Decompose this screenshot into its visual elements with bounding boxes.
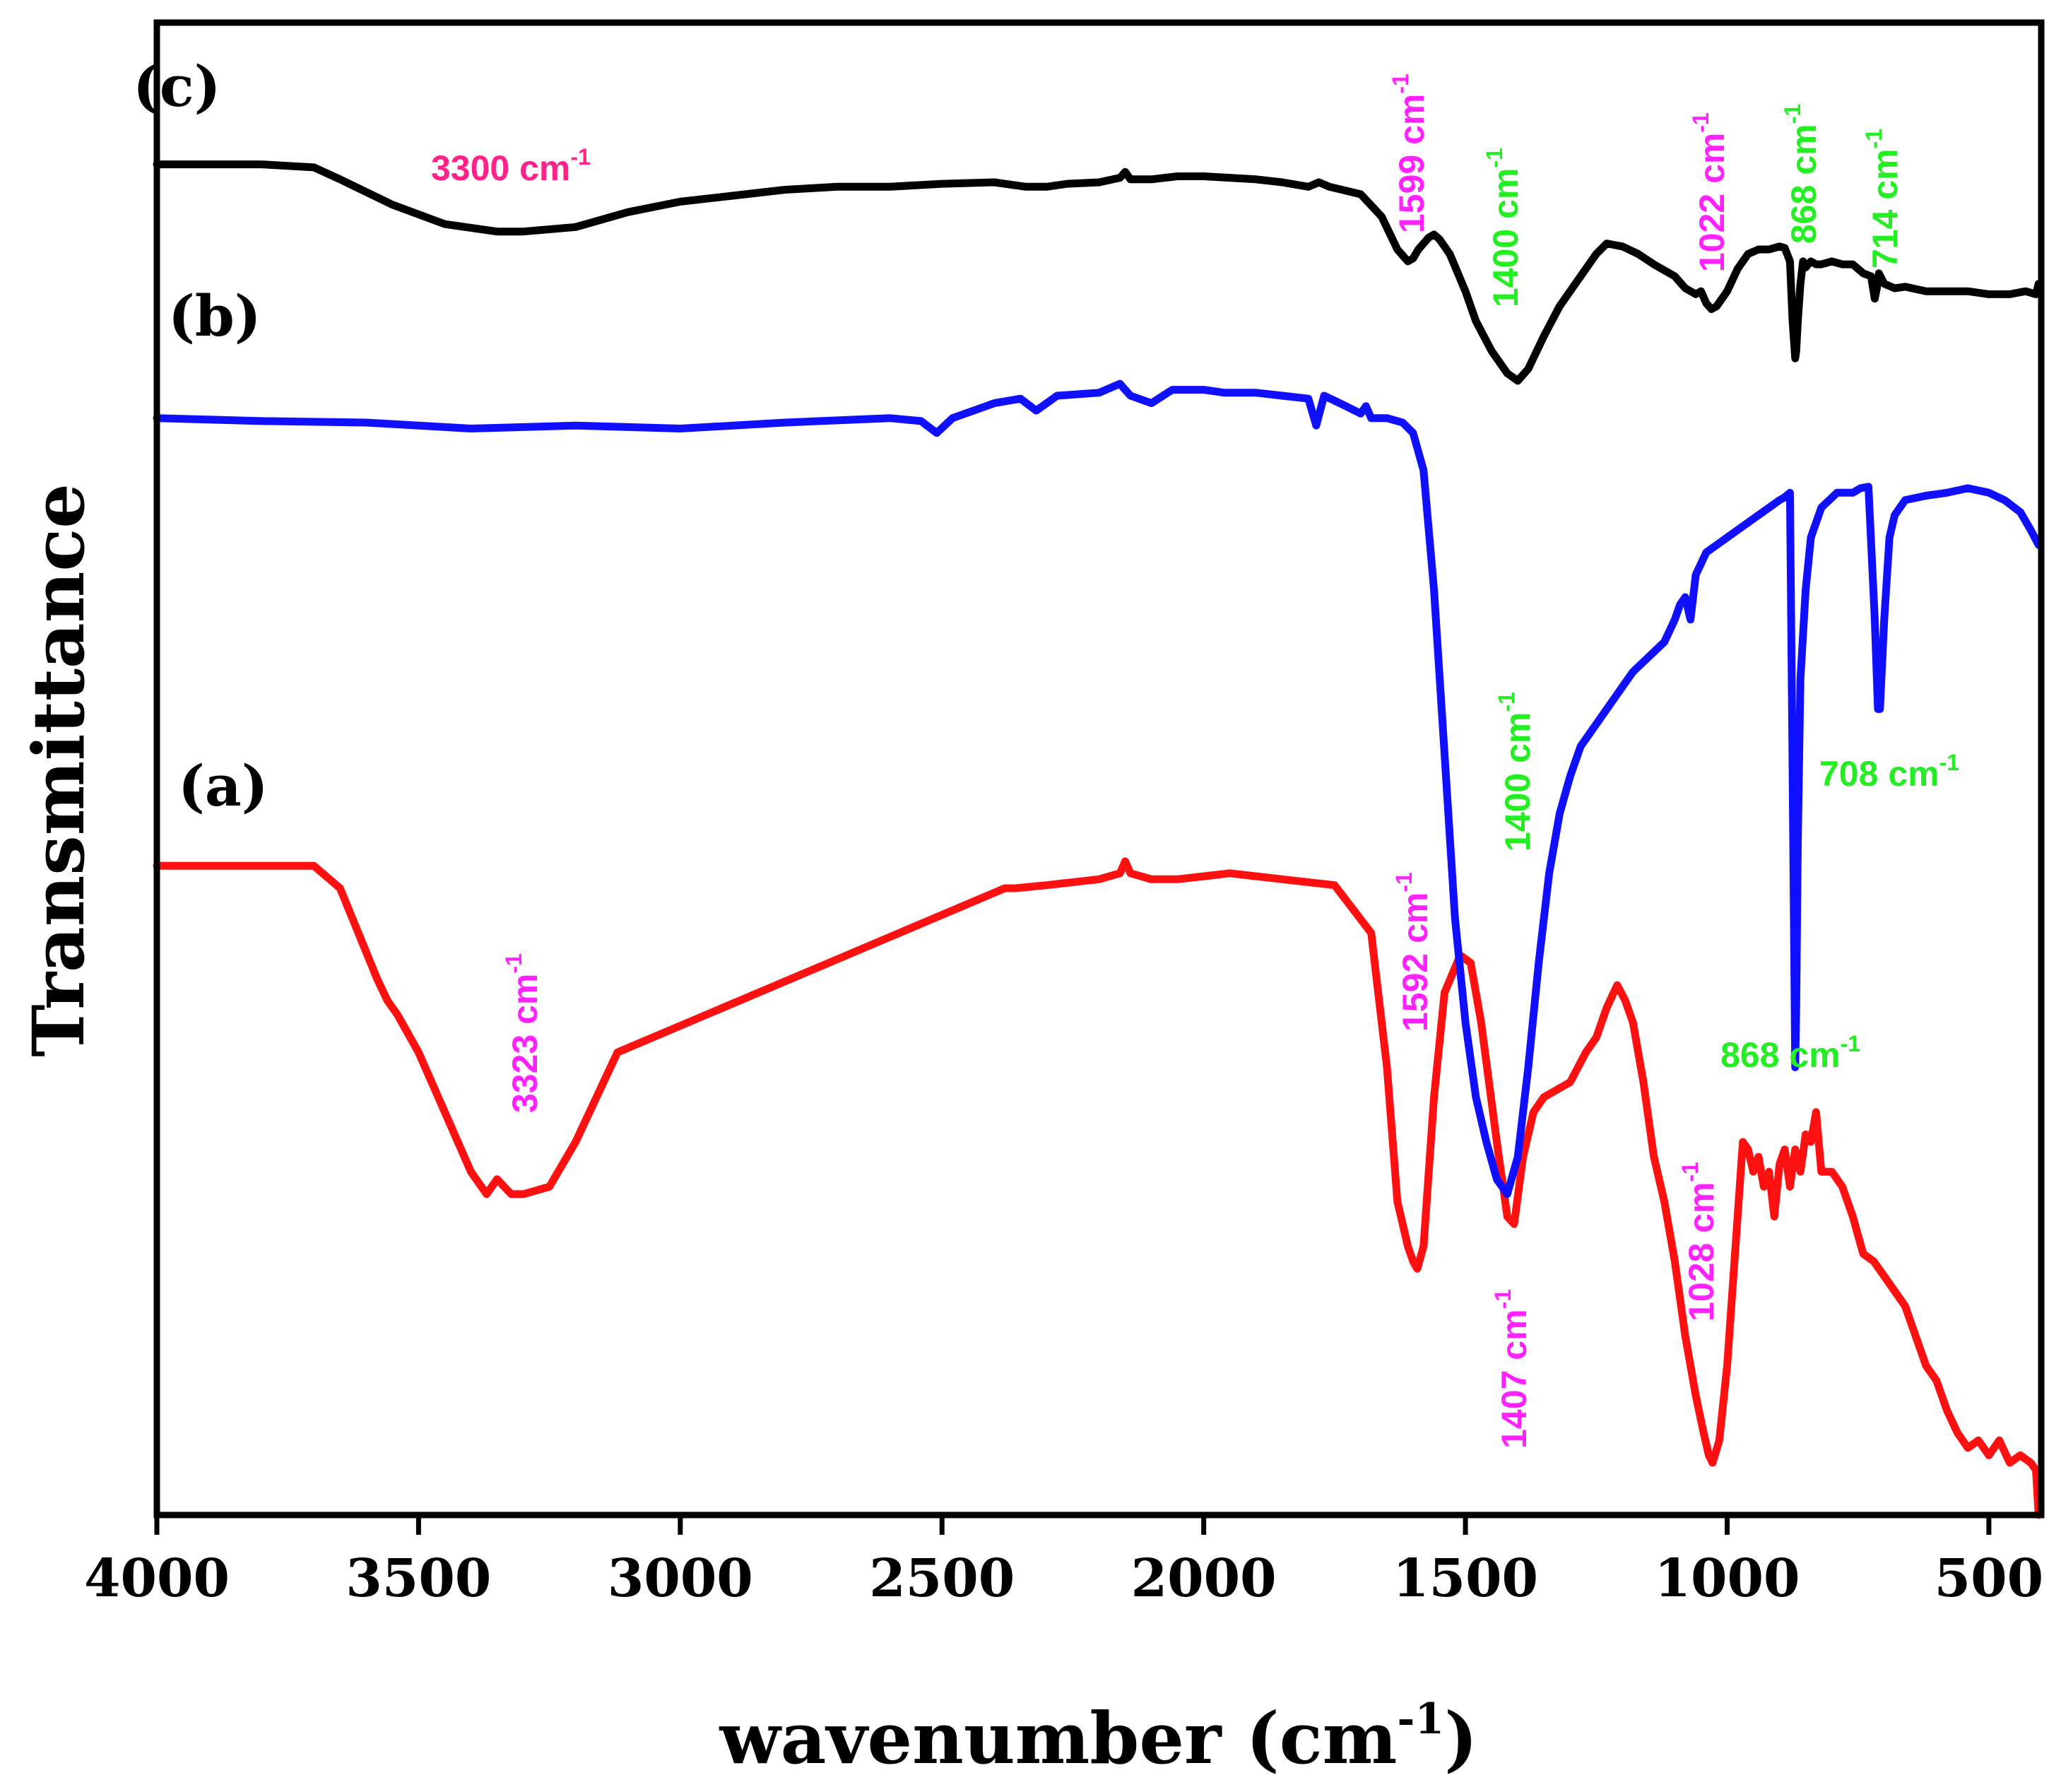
x-tick-label-1500: 1500 [1393, 1548, 1538, 1609]
series-line-c [153, 160, 2043, 385]
series-line-a [153, 857, 2043, 1519]
series-line-b [153, 379, 2043, 1198]
peak-label-b-868: 868 cm-1 [1720, 1031, 1860, 1075]
peak-label-b-708: 708 cm-1 [1819, 750, 1959, 794]
series-label-b: (b) [168, 283, 261, 349]
x-tick-label-2000: 2000 [1131, 1548, 1277, 1609]
peak-label-c-3300: 3300 cm-1 [431, 144, 591, 188]
peak-label-a-1028: 1028 cm-1 [1677, 1162, 1721, 1321]
peak-label-c-1400: 1400 cm-1 [1482, 148, 1525, 307]
x-tick-label-3000: 3000 [608, 1548, 753, 1609]
x-tick-label-2500: 2500 [869, 1548, 1015, 1609]
x-tick-label-4000: 4000 [84, 1548, 230, 1609]
y-axis-title: Transmittance [17, 483, 100, 1057]
peak-label-a-3323: 3323 cm-1 [501, 953, 545, 1113]
peak-label-a-1407: 1407 cm-1 [1490, 1289, 1534, 1449]
series-layer [153, 160, 2043, 1519]
x-axis: 4000 3500 3000 2500 2000 1500 1000 500 [84, 1515, 2043, 1609]
peak-label-c-1599: 1599 cm-1 [1388, 73, 1431, 233]
x-axis-title: wavenumber (cm-1) [719, 1694, 1478, 1780]
peak-label-c-1022: 1022 cm-1 [1688, 112, 1732, 272]
series-label-c: (c) [133, 53, 220, 119]
peak-label-a-1592: 1592 cm-1 [1391, 872, 1435, 1032]
x-tick-label-1000: 1000 [1655, 1548, 1800, 1609]
series-label-a: (a) [178, 753, 268, 819]
peak-label-b-1400: 1400 cm-1 [1494, 692, 1537, 851]
x-tick-label-500: 500 [1935, 1548, 2043, 1609]
peak-label-c-714: 714 cm-1 [1861, 129, 1905, 269]
peak-label-c-868: 868 cm-1 [1780, 104, 1824, 244]
x-tick-label-3500: 3500 [346, 1548, 491, 1609]
plot-frame [153, 19, 2045, 1519]
